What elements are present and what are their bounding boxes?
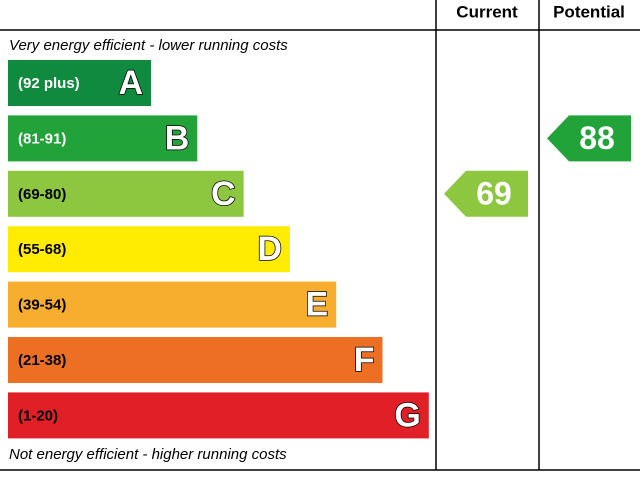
band-letter: F xyxy=(354,341,375,379)
band-range: (21-38) xyxy=(18,352,66,369)
band-range: (39-54) xyxy=(18,297,66,314)
band-range: (69-80) xyxy=(18,186,66,203)
band-bar xyxy=(8,392,429,439)
band-letter: C xyxy=(211,175,236,213)
header-potential: Potential xyxy=(553,2,625,21)
band-letter: D xyxy=(257,230,282,268)
band-letter: E xyxy=(306,286,329,324)
band-bar xyxy=(8,281,337,328)
band-range: (55-68) xyxy=(18,241,66,258)
band-letter: A xyxy=(118,64,143,102)
band-bar xyxy=(8,60,151,106)
band-letter: G xyxy=(394,396,420,434)
potential-arrow xyxy=(547,115,631,162)
top-note: Very energy efficient - lower running co… xyxy=(9,37,288,54)
band-bar xyxy=(8,115,198,162)
header-current: Current xyxy=(456,2,518,21)
band-bar xyxy=(8,337,383,383)
band-range: (1-20) xyxy=(18,407,58,424)
bottom-note: Not energy efficient - higher running co… xyxy=(9,446,287,463)
current-arrow xyxy=(444,170,528,217)
band-range: (81-91) xyxy=(18,130,66,147)
band-bar xyxy=(8,226,290,273)
band-letter: B xyxy=(165,119,190,157)
current-value: 69 xyxy=(476,175,512,211)
band-bar xyxy=(8,170,244,217)
potential-value: 88 xyxy=(579,120,615,156)
band-range: (92 plus) xyxy=(18,75,80,92)
